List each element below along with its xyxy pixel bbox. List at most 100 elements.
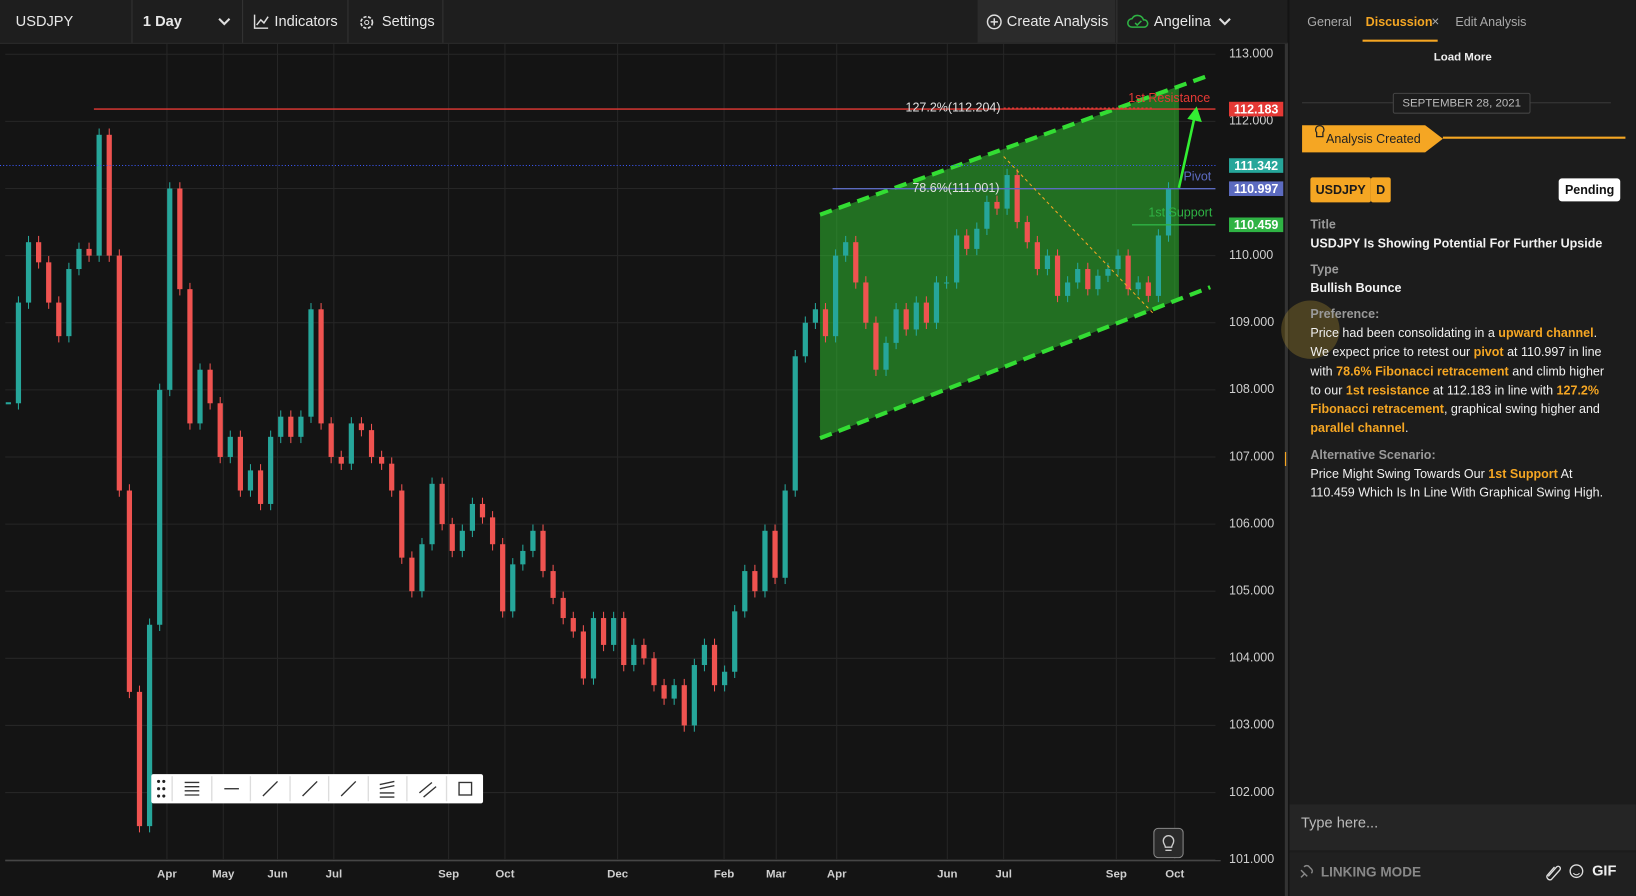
linking-mode[interactable]: LINKING MODE (1320, 863, 1422, 880)
highlight-text: parallel channel (1310, 420, 1406, 436)
resize-handle[interactable]: || (1284, 451, 1289, 467)
settings-button[interactable]: Settings (381, 12, 435, 30)
chart-background (0, 0, 1288, 896)
tab-underline (1362, 39, 1438, 42)
attach-emoji-icons[interactable] (1544, 862, 1586, 881)
candle (489, 517, 496, 545)
candle (207, 369, 213, 404)
candle (36, 242, 42, 263)
gif-button[interactable]: GIF (1592, 861, 1617, 879)
tab-general[interactable]: General (1307, 14, 1352, 30)
create-analysis-button[interactable]: Create Analysis (1006, 12, 1109, 30)
tool-rect[interactable] (458, 781, 473, 796)
alternative-label: Alternative Scenario: (1310, 447, 1436, 463)
candle (96, 134, 102, 256)
idea-button[interactable] (1153, 827, 1184, 859)
candle (661, 685, 667, 699)
tool-trend[interactable] (302, 780, 318, 797)
candle (893, 309, 899, 343)
preference-label: Preference: (1310, 306, 1380, 322)
candle (883, 342, 889, 370)
y-tick-label: 109.000 (1229, 315, 1274, 329)
candle (1034, 242, 1040, 270)
candle (1085, 269, 1091, 290)
load-more[interactable]: Load More (1433, 51, 1492, 64)
plus-icon (986, 14, 1002, 30)
candle (1155, 235, 1162, 296)
candle (641, 644, 647, 659)
candle (722, 671, 728, 686)
highlight-text: upward channel (1498, 325, 1594, 341)
price-label-bg (1229, 158, 1284, 173)
highlight-text: pivot (1473, 344, 1504, 360)
candle (711, 644, 718, 686)
candle (126, 490, 133, 692)
candle (853, 242, 859, 283)
price-label: 110.997 (1234, 182, 1279, 196)
highlight-text: 127.2% Fibonacci retracement (1310, 382, 1600, 417)
x-tick-label: Jun (267, 868, 287, 880)
price-label: 111.342 (1234, 159, 1278, 173)
candle (338, 456, 344, 464)
candle (762, 530, 768, 592)
tab-edit[interactable]: Edit Analysis (1455, 14, 1527, 30)
candle (1135, 282, 1141, 290)
x-tick-label: Oct (1165, 868, 1184, 880)
interval[interactable]: 1 Day (142, 12, 182, 30)
candle (389, 463, 395, 491)
candle (540, 530, 546, 572)
tool-extended[interactable] (340, 780, 357, 797)
candle (802, 322, 808, 357)
user-menu[interactable]: Angelina (1153, 12, 1211, 30)
candle (590, 618, 597, 679)
y-tick-label: 104.000 (1229, 651, 1274, 665)
candle (1024, 222, 1030, 243)
y-tick-label: 102.000 (1229, 785, 1274, 799)
tool-fan[interactable] (379, 780, 395, 798)
chevron (1218, 18, 1231, 26)
y-tick-label: 108.000 (1229, 382, 1274, 396)
tool-channel[interactable] (418, 781, 437, 798)
candle (46, 262, 52, 303)
symbol[interactable]: USDJPY (15, 12, 74, 30)
x-tick-label: Jun (937, 868, 957, 880)
channel-fill (820, 86, 1179, 439)
y-tick-label: 113.000 (1229, 47, 1273, 61)
text: and climb higher to our (1310, 363, 1605, 398)
candle (923, 302, 929, 323)
candle (157, 389, 163, 625)
chevron (218, 18, 231, 26)
candle (136, 691, 143, 827)
y-tick-label: 105.000 (1229, 584, 1274, 598)
tab-close[interactable]: × (1431, 13, 1440, 30)
tag-interval: D (1370, 177, 1391, 203)
candle (792, 356, 798, 491)
candle (1044, 255, 1051, 270)
candle (611, 618, 617, 645)
message-input[interactable] (1289, 804, 1636, 851)
x-tick-label: Apr (827, 868, 847, 880)
candle (530, 530, 536, 551)
tool-ray[interactable] (262, 780, 278, 797)
candle (379, 456, 385, 464)
candle (681, 685, 687, 726)
separator (1116, 0, 1118, 43)
highlight-text: 1st resistance (1345, 382, 1430, 398)
fib-label: 78.6%(111.001) (912, 181, 999, 195)
level-name: 1st Resistance (1128, 91, 1210, 105)
top-toolbar: USDJPY 1 Day Indicators Settings Create … (0, 0, 1288, 44)
event-label: Analysis Created (1326, 131, 1421, 147)
x-tick-label: Jul (995, 868, 1012, 880)
candle (167, 188, 173, 390)
candle (1014, 175, 1020, 223)
tool-fib[interactable] (184, 781, 200, 796)
indicators-icon (253, 14, 269, 29)
candle (56, 302, 62, 337)
cursor-highlight (1281, 300, 1340, 359)
candle (1065, 282, 1071, 296)
candle (1004, 175, 1010, 209)
tab-discussion[interactable]: Discussion (1365, 14, 1433, 30)
indicators-button[interactable]: Indicators (274, 12, 338, 30)
arrow-head (1187, 106, 1202, 123)
candle (580, 631, 586, 679)
